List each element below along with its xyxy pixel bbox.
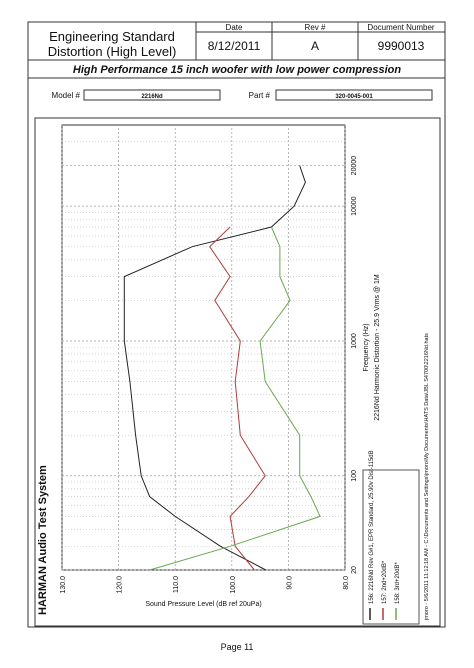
doc-title: Engineering Standard — [49, 29, 175, 44]
x-tick-label: 10000 — [351, 196, 358, 216]
x-tick-label: 20000 — [351, 156, 358, 176]
series-line — [209, 226, 266, 571]
rev: A — [311, 39, 319, 53]
field-box — [83, 89, 221, 101]
label: Document Number — [367, 23, 434, 32]
model: 2216Nd — [141, 94, 163, 100]
y-tick-label: 110.0 — [173, 576, 180, 593]
x-tick-label: 100 — [351, 470, 358, 482]
chart-title: 2216Nd Harmonic Distortion - 25.9 Vrms @… — [374, 274, 381, 421]
label: Model # — [52, 91, 81, 100]
x-tick-label: 20 — [351, 566, 358, 574]
legend-label: 156: 2216Nd Rev G#1, EPR Standard, 25.90… — [369, 450, 375, 604]
part: 320-0045-001 — [335, 94, 373, 100]
legend-box — [362, 469, 420, 625]
y-tick-label: 90.0 — [286, 576, 293, 590]
y-tick-label: 130.0 — [60, 576, 67, 594]
x-axis-label: Frequency (Hz) — [363, 323, 370, 371]
y-tick-label: 100.0 — [230, 576, 237, 594]
page-frame — [27, 21, 446, 628]
legend-label: 158: 3rd+20dB* — [395, 561, 401, 604]
series-line — [123, 165, 306, 571]
doc-number: 9990013 — [378, 39, 425, 53]
plot-area — [61, 124, 346, 571]
file-note: jmoro - 5/6/2011 11:12:18 AM - C:\Docume… — [424, 333, 430, 621]
system-name: HARMAN Audio Test System — [37, 465, 49, 615]
chart-frame — [34, 117, 441, 627]
subtitle: High Performance 15 inch woofer with low… — [73, 64, 402, 76]
x-tick-label: 1000 — [351, 333, 358, 349]
footer: Page 11 — [221, 642, 254, 652]
y-tick-label: 80.0 — [343, 576, 350, 590]
y-tick-label: 120.0 — [117, 576, 124, 594]
series-line — [149, 226, 321, 571]
legend-label: 157: 2nd+20dB* — [382, 560, 388, 604]
y-axis-label: Sound Pressure Level (dB ref 20uPa) — [145, 601, 261, 608]
plot: 20 100 1000 10000 20000 80.0 90.0 100.0 110.0 120… — [60, 124, 381, 608]
date: 8/12/2011 — [208, 39, 261, 53]
field-box — [275, 89, 433, 101]
doc-title: Distortion (High Level) — [48, 44, 177, 59]
label: Date — [226, 23, 243, 32]
label: Part # — [249, 91, 271, 100]
label: Rev # — [305, 23, 326, 32]
